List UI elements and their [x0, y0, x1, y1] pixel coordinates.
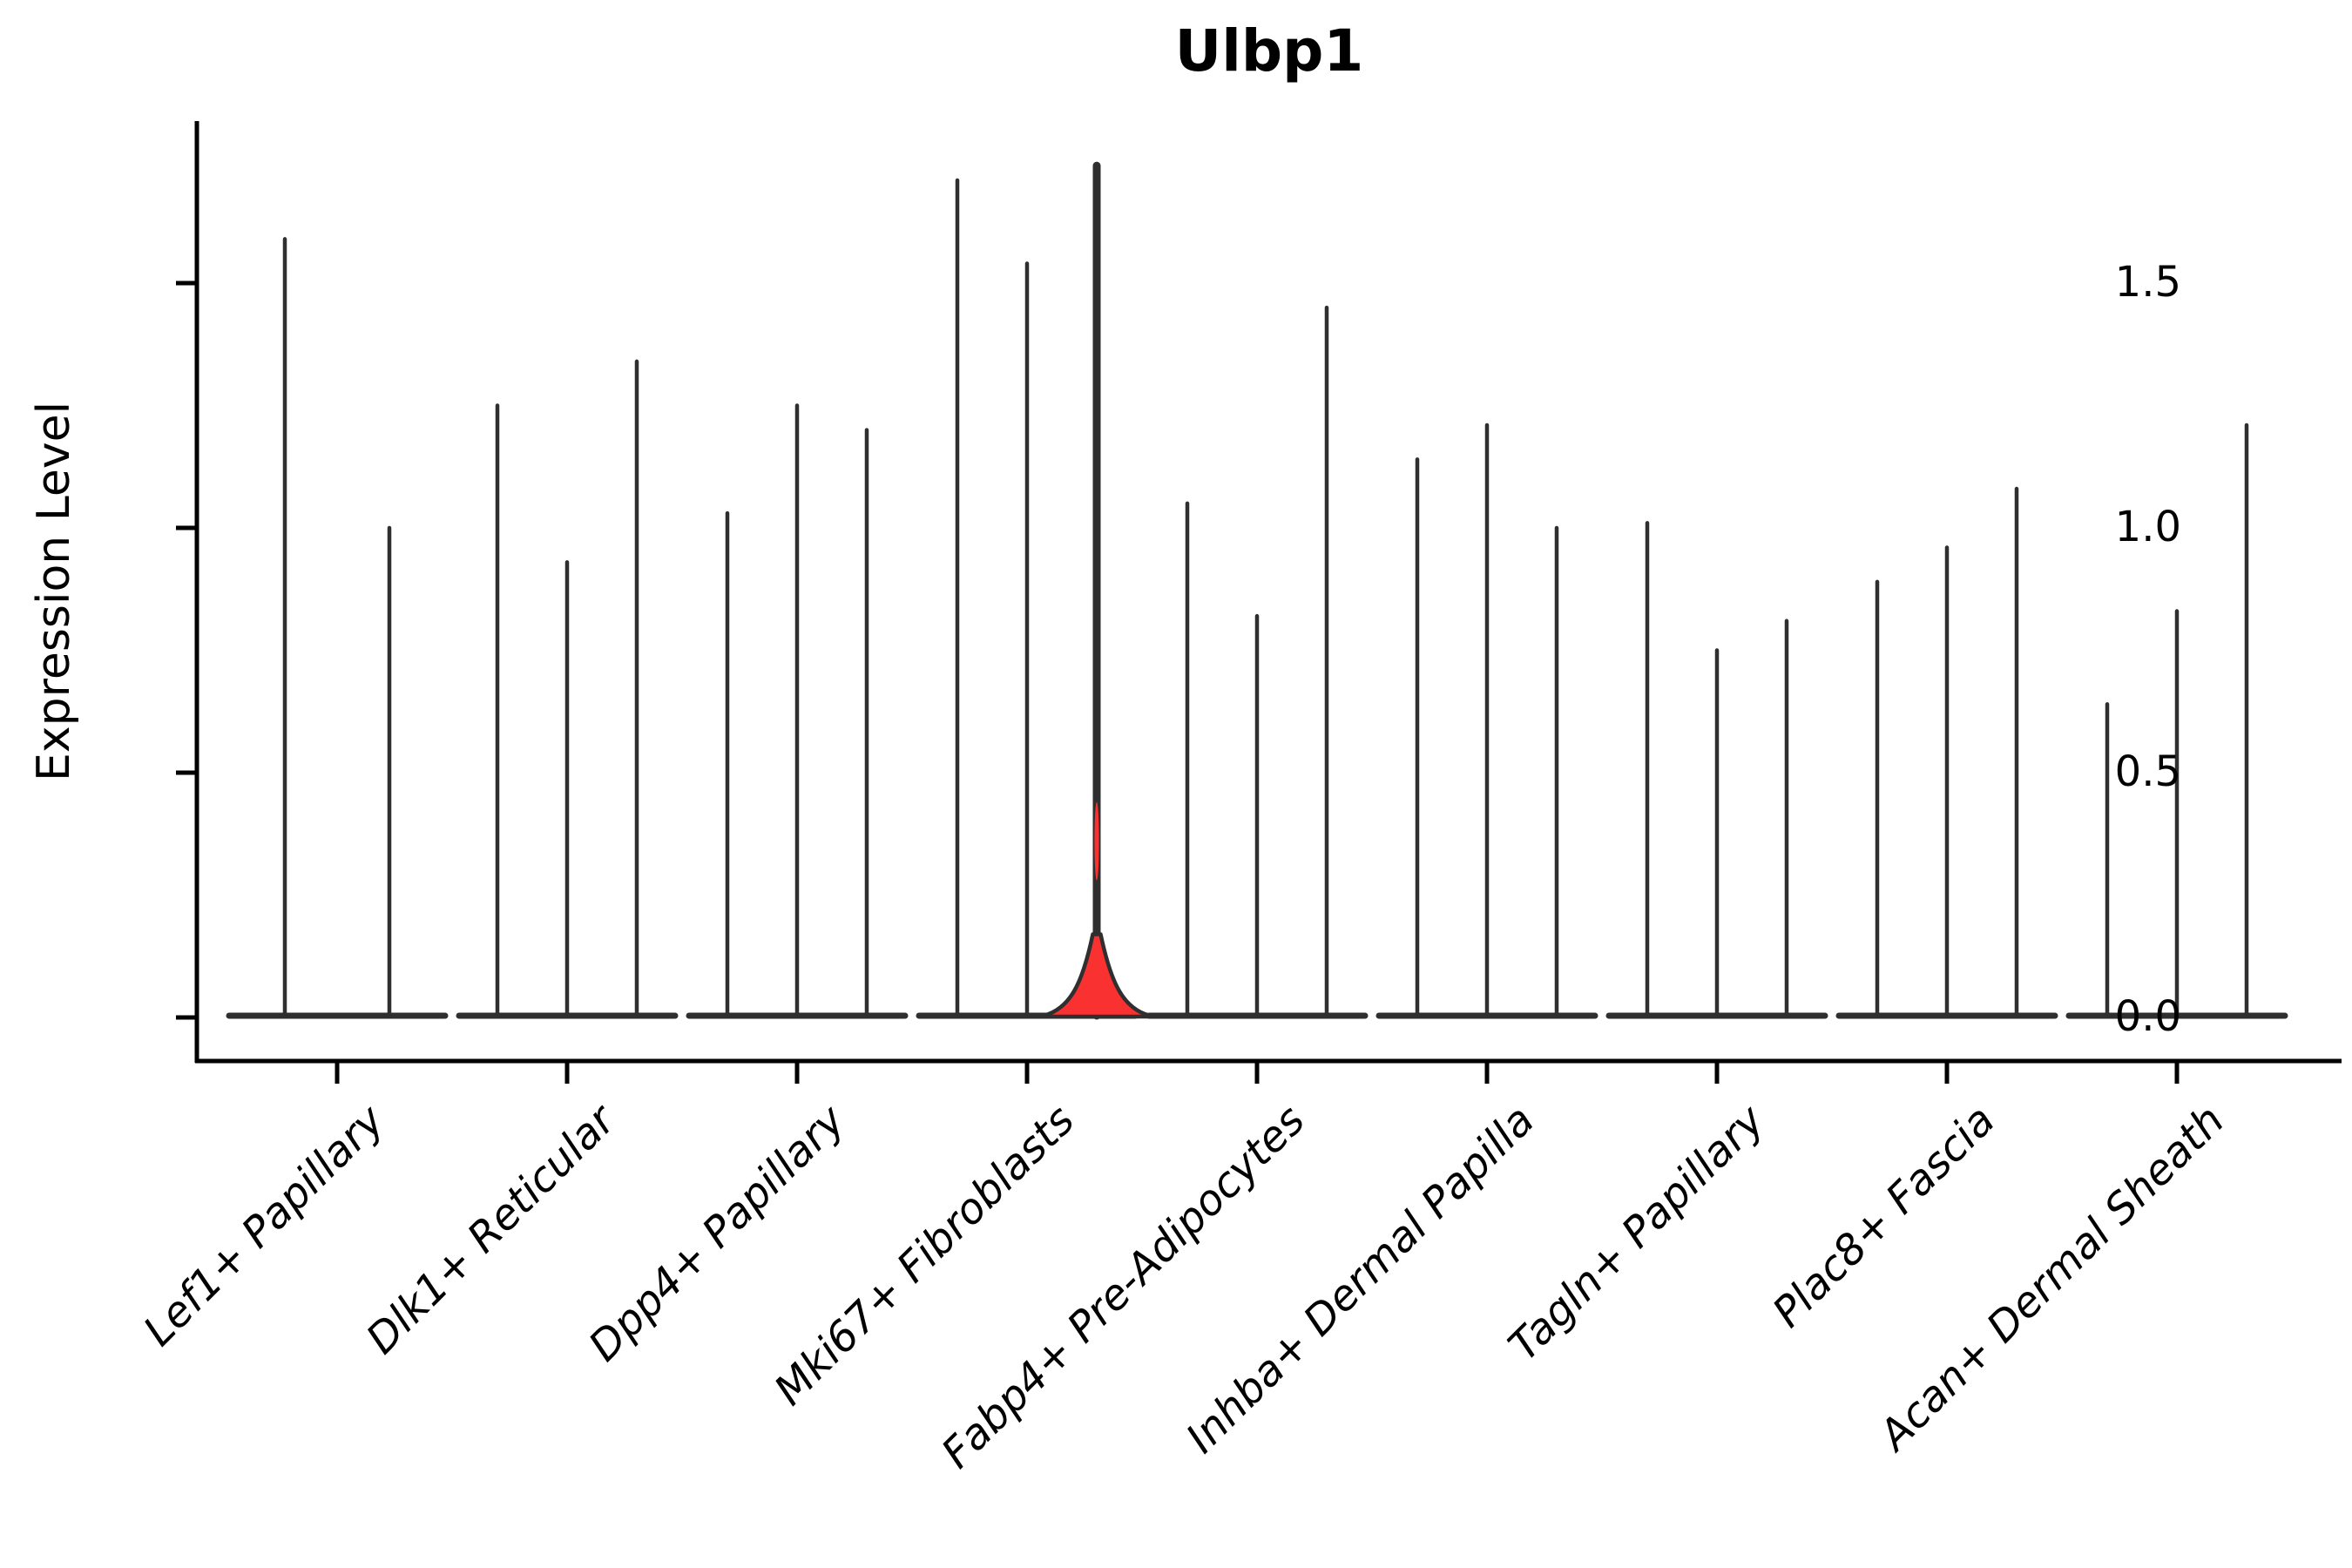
y-tick-label: 0.0 [2114, 992, 2181, 1041]
violin-bell-highlight [1037, 932, 1157, 1019]
y-tick-label: 1.5 [2114, 258, 2181, 307]
violin-red-interior [1094, 801, 1099, 881]
y-tick-label: 0.5 [2114, 747, 2181, 796]
y-tick-label: 1.0 [2114, 503, 2181, 551]
chart-title: Ulbp1 [1174, 17, 1364, 84]
